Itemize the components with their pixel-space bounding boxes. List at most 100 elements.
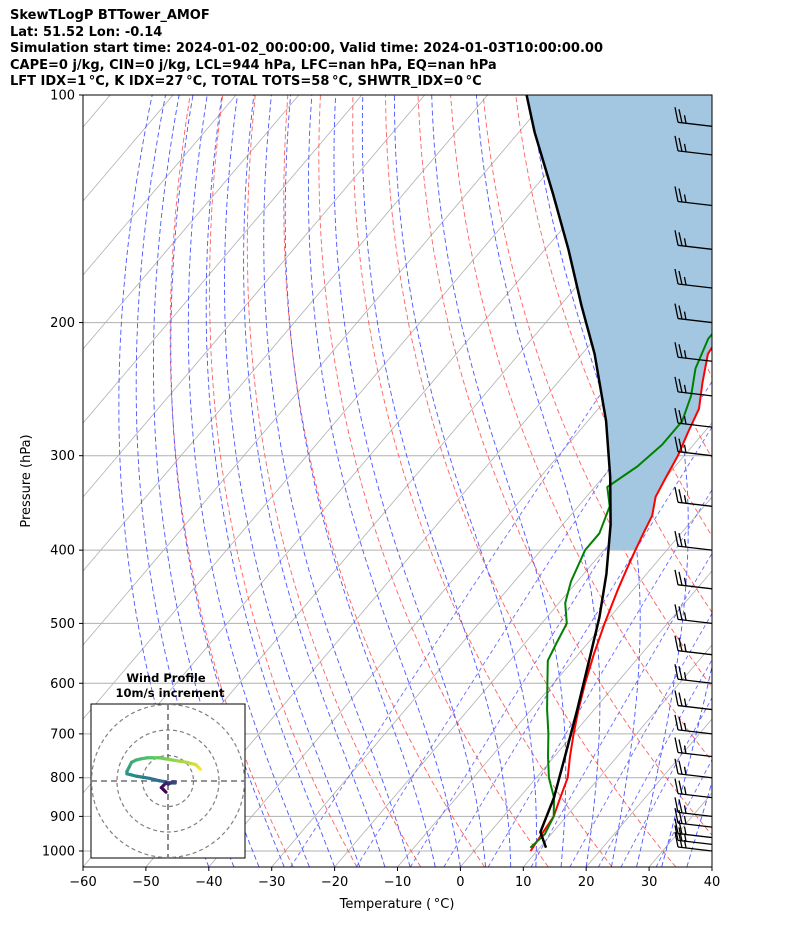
barb-flag: [674, 737, 679, 753]
barb-staff: [677, 545, 713, 551]
chart-title: SkewTLogP BTTower_AMOF: [10, 8, 210, 23]
barb-half: [683, 805, 687, 814]
time-line: Simulation start time: 2024-01-02_00:00:…: [10, 41, 603, 57]
wind-barb: [674, 797, 713, 818]
wind-barb: [674, 186, 713, 207]
barb-flag: [678, 606, 683, 621]
barb-flag: [674, 808, 679, 824]
y-tick-label: 600: [50, 677, 75, 692]
barb-half: [683, 672, 687, 681]
wind-barb: [674, 808, 713, 828]
wind-barb: [674, 487, 713, 507]
barb-staff: [677, 678, 713, 684]
barb-flag: [674, 230, 679, 246]
barb-flag: [674, 831, 679, 848]
y-tick-label: 700: [50, 727, 75, 742]
barb-flag: [678, 571, 683, 586]
wind-barb: [674, 635, 713, 656]
barb-half: [683, 745, 687, 754]
barb-staff: [677, 451, 713, 457]
hodograph-subtitle: 10m/s increment: [116, 686, 225, 700]
mixing-ratio-lines: [290, 227, 712, 867]
barb-flag: [678, 799, 683, 814]
barb-flag: [674, 569, 679, 585]
barb-half: [683, 416, 687, 425]
barb-half: [683, 698, 687, 707]
barb-half: [683, 539, 687, 548]
moist-adiabat: [263, 95, 411, 867]
isotherm: [83, 95, 614, 720]
wind-barb: [674, 737, 713, 758]
barb-flag: [674, 436, 679, 452]
barb-half: [683, 444, 687, 453]
moist-adiabat: [170, 95, 285, 867]
isotherm: [271, 348, 712, 867]
barb-half: [683, 643, 687, 652]
dry-adiabat: [385, 95, 677, 867]
x-tick-label: 40: [704, 875, 721, 890]
moist-adiabat: [243, 95, 386, 867]
barb-half: [683, 276, 687, 286]
barb-flag: [678, 533, 683, 547]
wind-barb: [674, 135, 713, 156]
barb-flag: [674, 135, 679, 151]
barb-staff: [677, 751, 713, 758]
barb-flag: [678, 109, 683, 123]
moist-adiabat: [307, 95, 461, 867]
barb-half: [683, 766, 687, 775]
wind-barb: [674, 604, 713, 625]
wind-barb: [674, 230, 713, 250]
barb-staff: [677, 584, 713, 590]
barb-staff: [677, 704, 713, 711]
barb-staff: [677, 422, 713, 428]
barb-half: [683, 384, 687, 393]
barb-staff: [677, 501, 713, 507]
moist-adiabat: [284, 95, 436, 867]
dry-adiabat: [515, 95, 712, 614]
barb-half: [683, 143, 687, 152]
barb-half: [683, 495, 687, 504]
barb-half: [683, 115, 687, 124]
x-tick-label: 10: [515, 875, 532, 890]
barb-flag: [674, 690, 679, 706]
wind-barb: [674, 569, 713, 590]
y-tick-label: 1000: [42, 844, 75, 859]
moist-adiabat: [187, 95, 310, 867]
barb-flag: [674, 407, 679, 424]
barb-flag: [674, 778, 679, 794]
barb-staff: [677, 839, 713, 845]
barb-half: [683, 311, 687, 320]
isotherm: [83, 95, 551, 646]
wind-barb: [674, 107, 713, 127]
barb-flag: [674, 714, 679, 731]
parcel-path-line: [525, 95, 612, 849]
dry-adiabat: [776, 95, 794, 867]
x-tick-label: 20: [578, 875, 595, 890]
chart-header: SkewTLogP BTTower_AMOF Lat: 51.52 Lon: -…: [10, 8, 790, 91]
barb-half: [683, 816, 687, 825]
barb-half: [683, 350, 687, 359]
barb-flag: [674, 487, 679, 503]
dry-adiabat: [169, 95, 294, 867]
barb-staff: [677, 391, 713, 397]
barb-flag: [678, 716, 683, 731]
y-axis-ticks: 100 200 300 400 500 600 700 800 900 1000: [42, 89, 83, 859]
x-tick-label: −20: [321, 875, 348, 890]
barb-flag: [678, 489, 683, 503]
barb-flag: [674, 303, 679, 319]
barb-staff: [677, 317, 713, 324]
isotherm: [83, 95, 237, 276]
barb-half: [683, 238, 687, 247]
barb-flag: [674, 376, 679, 392]
isotherm: [83, 95, 300, 350]
x-tick-label: 0: [456, 875, 464, 890]
moist-adiabat: [711, 865, 712, 867]
barb-staff: [677, 832, 713, 839]
barb-flag: [678, 666, 683, 680]
barb-flag: [678, 137, 683, 152]
dry-adiabat: [246, 95, 422, 867]
temperature-line: [529, 345, 712, 852]
dry-adiabat: [450, 95, 712, 763]
barb-flag: [678, 692, 683, 707]
x-tick-label: 30: [641, 875, 658, 890]
